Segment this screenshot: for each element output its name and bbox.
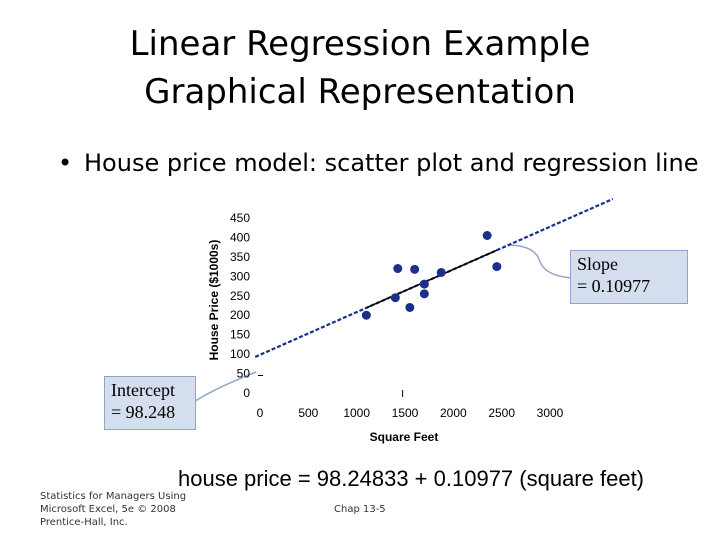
slope-connector [509, 244, 573, 279]
fitted-regression-line [366, 249, 498, 309]
slope-callout: Slope = 0.10977 [570, 250, 688, 304]
data-point [405, 302, 415, 312]
x-axis-label: Square Feet [370, 430, 439, 444]
y-tick-label: 0 [243, 386, 250, 400]
x-tick-label: 1500 [392, 406, 419, 420]
slide-title-line2: Graphical Representation [144, 72, 576, 112]
footer-citation-line2: Microsoft Excel, 5e © 2008 [40, 504, 176, 515]
intercept-callout: Intercept = 98.248 [104, 376, 196, 430]
bullet-text: House price model: scatter plot and regr… [84, 149, 699, 177]
bullet-glyph: • [58, 149, 73, 177]
data-point [436, 267, 446, 277]
y-axis-label: House Price ($1000s) [207, 240, 221, 361]
x-tick-label: 2500 [488, 406, 515, 420]
y-tick-labels: 0 50 100 150 200 250 300 350 400 450 [230, 211, 263, 400]
slide-title-line1: Linear Regression Example [129, 24, 591, 64]
y-tick-label: 450 [230, 211, 250, 225]
regression-equation: house price = 98.24833 + 0.10977 (square… [178, 466, 645, 491]
x-tick-labels: 0 500 1000 1500 2000 2500 3000 [257, 390, 564, 420]
slope-value: = 0.10977 [577, 276, 651, 296]
data-point [492, 262, 502, 272]
y-tick-label: 250 [230, 289, 250, 303]
footer-citation-line1: Statistics for Managers Using [40, 491, 187, 502]
data-point [393, 264, 403, 274]
footer-chapter: Chap 13-5 [334, 504, 386, 515]
regression-lines [254, 197, 614, 358]
data-points [361, 231, 502, 320]
y-tick-label: 150 [230, 328, 250, 342]
data-point [410, 264, 420, 274]
bullet-point: • House price model: scatter plot and reg… [58, 149, 699, 177]
data-point [390, 293, 400, 303]
data-point [361, 310, 371, 320]
slope-label: Slope [577, 254, 619, 274]
data-point [419, 279, 429, 289]
x-tick-label: 3000 [537, 406, 564, 420]
x-tick-label: 500 [298, 406, 318, 420]
y-tick-label: 100 [230, 347, 250, 361]
intercept-value: = 98.248 [111, 402, 176, 422]
footer-citation-line3: Prentice-Hall, Inc. [40, 517, 128, 528]
y-tick-label: 50 [237, 367, 251, 381]
footer-citation: Statistics for Managers Using Microsoft … [40, 490, 200, 529]
y-tick-label: 400 [230, 230, 250, 244]
x-tick-label: 0 [257, 406, 264, 420]
y-tick-label: 200 [230, 308, 250, 322]
x-tick-label: 1000 [343, 406, 370, 420]
data-point [419, 289, 429, 299]
y-tick-label: 350 [230, 250, 250, 264]
y-tick-label: 300 [230, 269, 250, 283]
x-tick-label: 2000 [440, 406, 467, 420]
intercept-label: Intercept [111, 380, 175, 400]
data-point [482, 231, 492, 240]
